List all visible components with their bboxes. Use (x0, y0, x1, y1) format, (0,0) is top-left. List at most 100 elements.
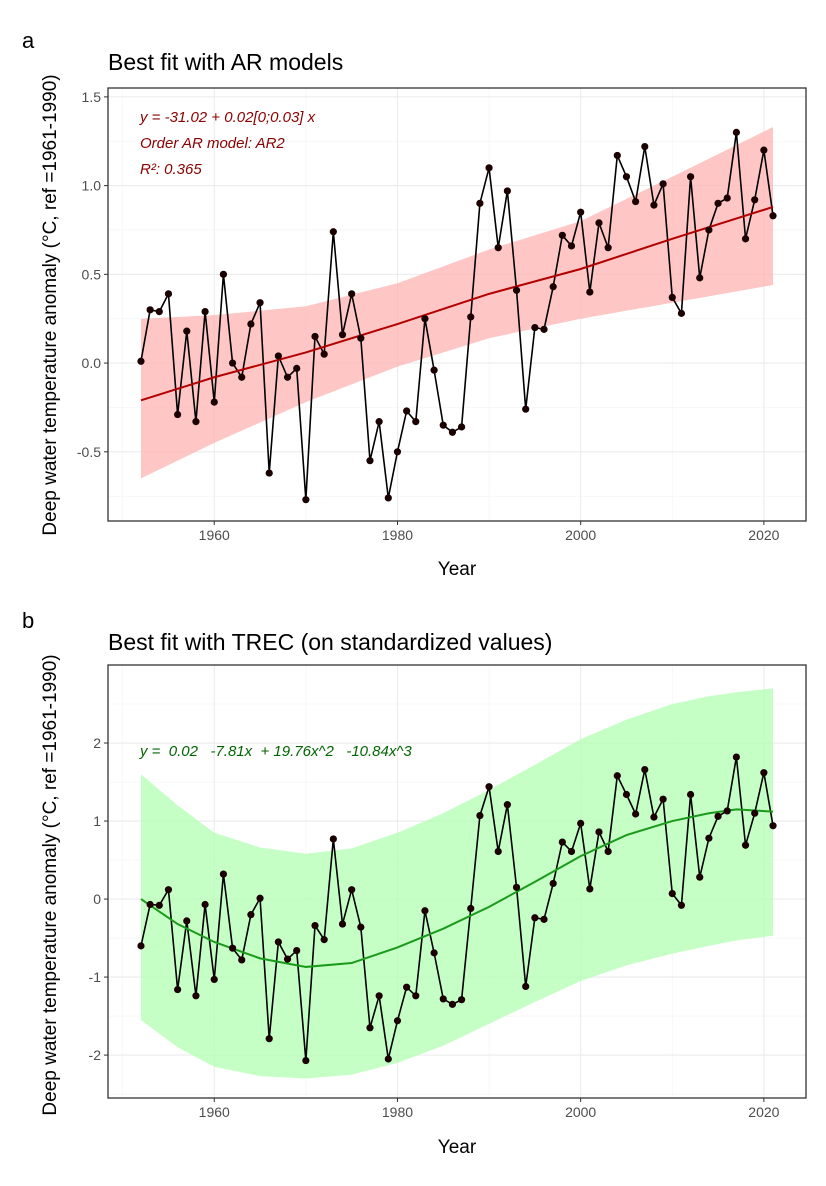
data-point (714, 199, 722, 207)
data-point (595, 828, 603, 836)
data-point (503, 187, 511, 195)
data-point (522, 982, 530, 991)
data-point (183, 917, 191, 925)
x-tick-label: 2000 (565, 1104, 596, 1120)
data-point (439, 995, 447, 1003)
data-point (677, 901, 686, 909)
data-point (751, 196, 759, 204)
data-point (293, 364, 301, 372)
plot-frame (107, 87, 807, 522)
data-point (421, 315, 429, 323)
fit-annotation: R²: 0.365 (140, 161, 202, 178)
data-point (238, 373, 246, 381)
data-point (155, 901, 163, 909)
data-point (247, 911, 255, 919)
data-point (760, 146, 768, 154)
y-axis-label: Deep water temperature anomaly (°C, ref … (40, 654, 61, 1115)
data-point (659, 180, 667, 188)
data-point (228, 359, 237, 367)
data-point (586, 885, 594, 893)
data-point (540, 915, 548, 923)
data-point (137, 942, 145, 950)
x-tick-label: 2020 (748, 527, 779, 543)
data-point (366, 457, 374, 465)
data-point (183, 327, 191, 335)
data-point (256, 894, 264, 902)
data-point (219, 870, 228, 878)
data-point (348, 886, 356, 894)
data-point (311, 921, 319, 930)
data-point (302, 496, 310, 504)
data-point (494, 244, 502, 252)
data-point (622, 173, 631, 181)
data-point (430, 366, 438, 374)
data-point (632, 810, 640, 818)
data-point (228, 944, 237, 952)
data-point (201, 900, 209, 909)
confidence-band (140, 127, 774, 479)
data-point (448, 428, 457, 436)
data-point (476, 811, 484, 820)
data-point (760, 769, 768, 777)
y-tick-label: 1.0 (82, 178, 102, 194)
fit-annotation: Order AR model: AR2 (140, 135, 285, 152)
x-axis-label: Year (438, 559, 477, 580)
data-point (549, 879, 557, 888)
data-point (164, 886, 173, 894)
data-point (146, 306, 154, 314)
data-point (558, 231, 566, 239)
data-point (503, 801, 511, 809)
data-point (439, 421, 447, 429)
data-point (421, 907, 429, 915)
data-point (192, 418, 200, 426)
panel-label: b (22, 608, 34, 633)
data-point (714, 812, 722, 820)
x-tick-label: 2000 (565, 527, 596, 543)
data-point (751, 809, 759, 817)
data-point (604, 847, 612, 856)
data-point (320, 350, 328, 358)
data-point (531, 323, 539, 332)
data-point (430, 949, 438, 957)
chart-title: Best fit with AR models (108, 49, 343, 75)
data-point (302, 1056, 310, 1065)
data-point (403, 407, 411, 415)
x-tick-label: 1980 (382, 1104, 413, 1120)
data-point (357, 923, 365, 931)
data-point (393, 1017, 402, 1025)
data-point (283, 373, 292, 381)
data-point (174, 410, 182, 419)
data-point (393, 448, 402, 456)
data-point (494, 847, 502, 856)
data-point (723, 807, 731, 815)
data-point (741, 841, 750, 849)
chart-title: Best fit with TREC (on standardized valu… (108, 629, 552, 655)
data-point (164, 290, 173, 298)
data-point (366, 1024, 374, 1032)
data-point (549, 283, 557, 291)
x-axis-label: Year (438, 1137, 477, 1158)
data-point (485, 783, 493, 791)
data-point (558, 838, 566, 846)
data-point (210, 975, 218, 984)
data-point (586, 288, 594, 296)
data-point (357, 334, 365, 342)
x-tick-label: 2020 (748, 1104, 779, 1120)
y-tick-label: 1 (93, 813, 101, 829)
data-point (604, 244, 612, 252)
data-point (577, 208, 585, 216)
data-point (650, 813, 658, 821)
data-point (320, 936, 328, 944)
data-point (686, 173, 695, 181)
data-point (512, 286, 521, 294)
data-point (137, 357, 145, 365)
data-point (375, 992, 383, 1000)
data-point (384, 1055, 392, 1063)
y-tick-label: 0.5 (82, 266, 102, 282)
x-tick-label: 1980 (382, 527, 413, 543)
data-point (210, 398, 218, 406)
y-tick-label: -2 (89, 1047, 102, 1063)
data-point (723, 194, 731, 202)
data-point (705, 834, 713, 842)
